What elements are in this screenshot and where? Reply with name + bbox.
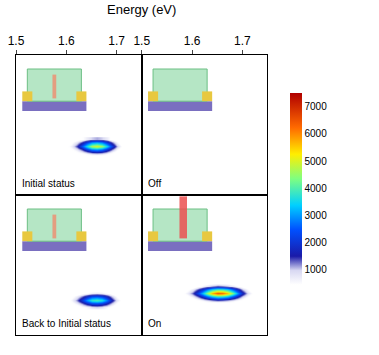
svg-text:7000: 7000 [305,101,328,112]
svg-text:1000: 1000 [305,264,328,275]
svg-text:Initial status: Initial status [22,178,75,189]
svg-text:Off: Off [148,178,161,189]
svg-text:1.7: 1.7 [108,34,125,48]
svg-text:1.7: 1.7 [234,34,251,48]
svg-text:4000: 4000 [305,183,328,194]
svg-text:1.6: 1.6 [184,34,201,48]
svg-text:1.6: 1.6 [58,34,75,48]
svg-text:6000: 6000 [305,128,328,139]
svg-text:2000: 2000 [305,237,328,248]
svg-text:5000: 5000 [305,156,328,167]
svg-text:On: On [148,318,161,329]
svg-text:Back to Initial status: Back to Initial status [22,318,111,329]
svg-text:1.5: 1.5 [8,34,25,48]
svg-text:1.5: 1.5 [133,34,150,48]
svg-text:Energy (eV): Energy (eV) [107,2,176,17]
svg-text:3000: 3000 [305,210,328,221]
